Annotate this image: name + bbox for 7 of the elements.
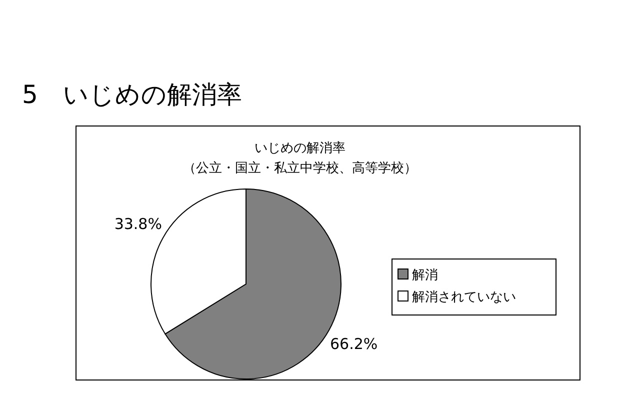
legend-label: 解消されていない [412, 290, 516, 305]
text: 5 いじめの解消率 [22, 80, 242, 109]
chart-title: いじめの解消率 [254, 140, 346, 156]
legend-label: 解消 [412, 268, 438, 283]
data-label: 66.2% [330, 335, 378, 354]
chart-subtitle: （公立・国立・私立中学校、高等学校） [183, 160, 417, 176]
data-label: 33.8% [114, 214, 162, 233]
